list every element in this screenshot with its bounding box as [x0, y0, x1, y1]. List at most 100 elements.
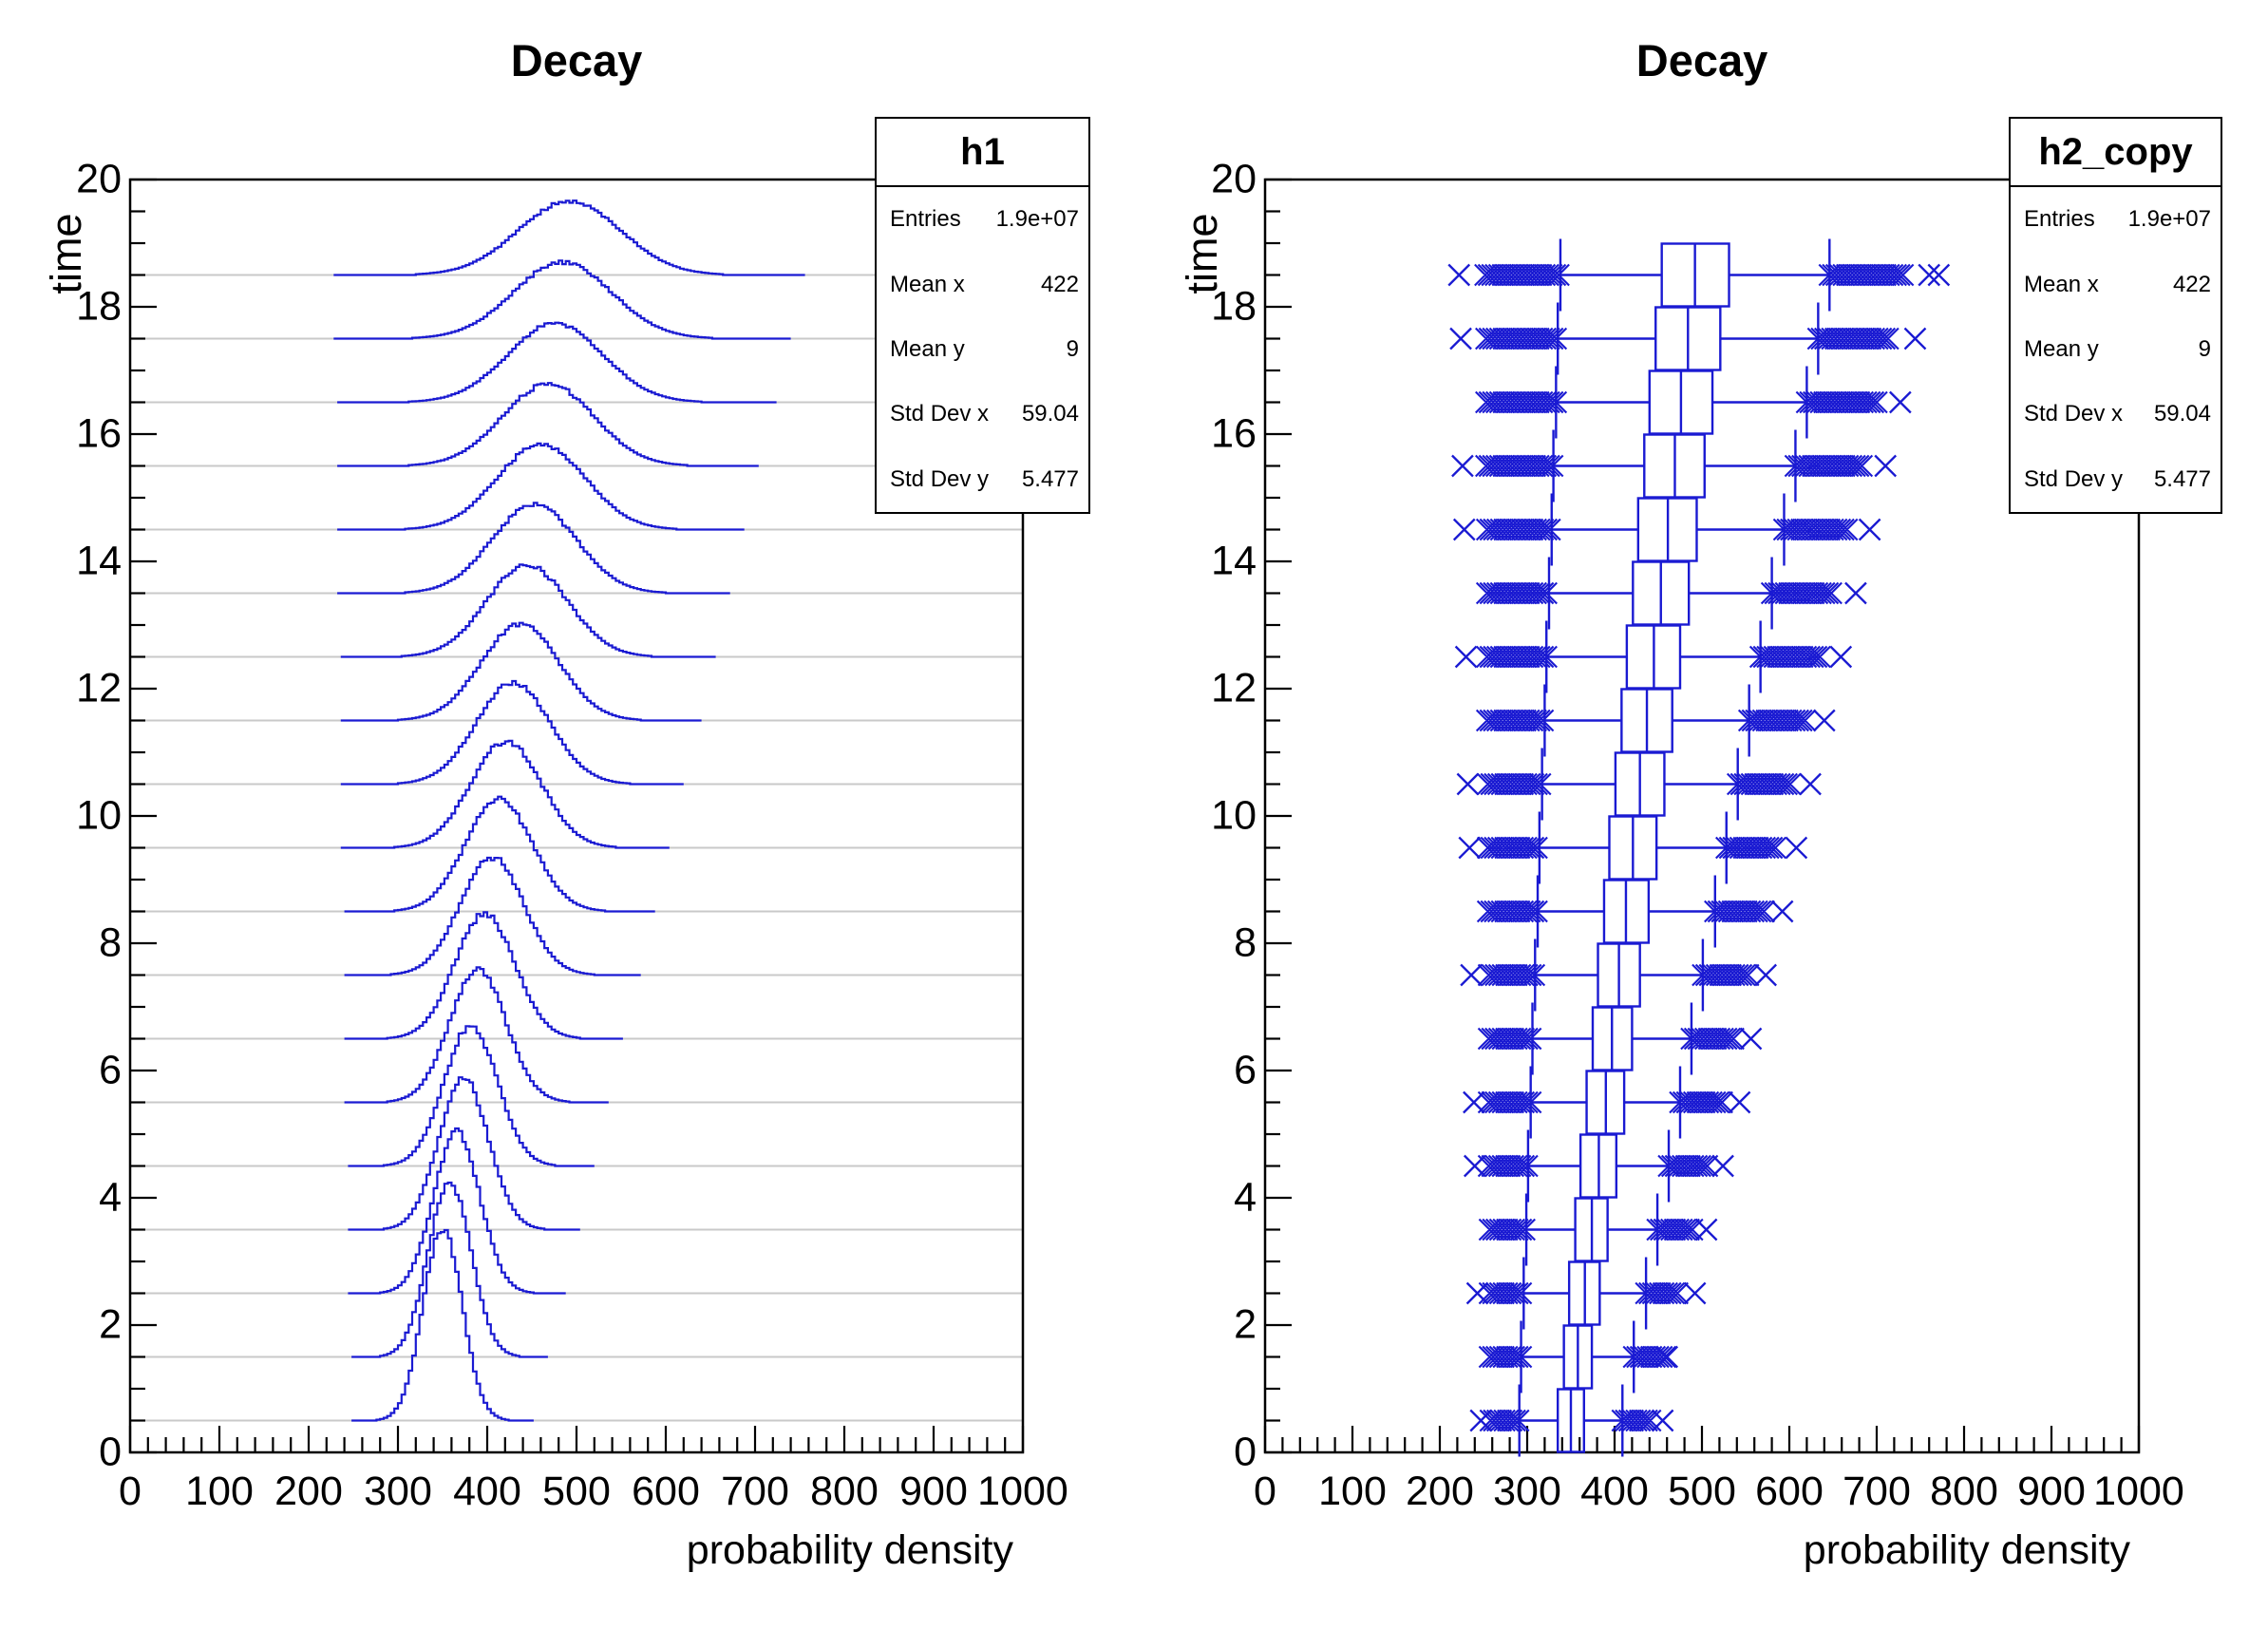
ridgeline-row — [351, 1181, 548, 1358]
stat-label: Std Dev x — [890, 401, 990, 427]
stat-value: 9 — [2198, 336, 2211, 363]
stat-label: Mean y — [890, 336, 965, 363]
outlier-band — [1477, 1154, 1719, 1178]
ridgeline-row — [348, 1025, 595, 1167]
box-row — [1475, 684, 1836, 757]
ridgeline-row — [344, 856, 641, 976]
far-outlier-markers — [1844, 581, 1867, 605]
stats-title: h1 — [877, 119, 1088, 187]
y-tick-label: 0 — [99, 1429, 122, 1475]
ridgeline-row — [337, 321, 777, 404]
stat-label: Entries — [890, 206, 961, 233]
x-tick-label: 200 — [274, 1469, 343, 1514]
outlier-band — [1476, 900, 1776, 923]
box-row — [1447, 238, 1951, 312]
ridgeline-row — [337, 442, 745, 531]
box-row — [1456, 748, 1822, 821]
box-row — [1475, 557, 1867, 630]
y-tick-label: 12 — [76, 665, 122, 711]
far-outlier-markers — [1456, 772, 1822, 796]
y-tick-label: 4 — [99, 1174, 122, 1221]
outlier-band — [1475, 390, 1888, 414]
box-row — [1452, 493, 1881, 566]
stat-row: Mean y 9 — [890, 317, 1079, 382]
stats-rows: Entries 1.9e+07 Mean x 422 Mean y 9 Std Dev x 5… — [877, 187, 1088, 512]
box-row — [1465, 1257, 1707, 1330]
far-outlier-markers — [1454, 645, 1853, 669]
stat-value: 59.04 — [2153, 401, 2211, 427]
ridgeline-row — [333, 259, 791, 340]
stat-value: 59.04 — [1021, 401, 1079, 427]
box-row — [1476, 875, 1794, 948]
stat-value: 1.9e+07 — [2127, 206, 2211, 233]
outlier-band — [1477, 963, 1760, 987]
left-plot-title: Decay — [510, 35, 643, 85]
ridgeline-row — [333, 199, 805, 276]
far-outlier-markers — [1463, 1090, 1751, 1114]
y-tick-label: 18 — [1211, 283, 1257, 330]
outlier-band — [1478, 1281, 1689, 1305]
stat-label: Std Dev y — [2024, 465, 2124, 492]
far-outlier-markers — [1460, 963, 1777, 987]
x-tick-label: 300 — [364, 1469, 432, 1514]
outlier-band — [1477, 1027, 1745, 1051]
y-tick-label: 20 — [1211, 156, 1257, 202]
x-tick-label: 400 — [1580, 1469, 1649, 1514]
candle-plot — [1447, 238, 1951, 1457]
ridgeline-row — [340, 563, 716, 658]
ridgeline-row — [344, 911, 623, 1040]
x-tick-label: 500 — [1668, 1469, 1736, 1514]
axis-ticks — [128, 178, 1025, 1454]
y-tick-label: 10 — [76, 792, 122, 839]
ridgeline-row — [344, 966, 609, 1104]
outlier-band — [1476, 836, 1787, 860]
box-row — [1469, 1384, 1674, 1457]
far-outlier-markers — [1889, 390, 1912, 414]
far-outlier-markers — [1463, 1154, 1734, 1178]
stat-row: Entries 1.9e+07 — [2024, 187, 2211, 252]
outlier-band — [1475, 645, 1831, 669]
y-tick-label: 2 — [1234, 1301, 1257, 1348]
right-panel — [1263, 178, 2141, 1457]
stat-value: 422 — [2172, 271, 2211, 297]
far-outlier-markers — [1812, 709, 1836, 732]
ridgeline-row — [337, 382, 759, 467]
x-tick-label: 800 — [1930, 1469, 1998, 1514]
x-tick-label: 0 — [119, 1469, 142, 1514]
x-tick-label: 600 — [632, 1469, 700, 1514]
right-x-axis-title: probability density — [1803, 1527, 2130, 1573]
left-x-axis-title: probability density — [686, 1527, 1013, 1573]
x-tick-label: 700 — [721, 1469, 789, 1514]
far-outlier-markers — [1451, 454, 1898, 478]
box-row — [1449, 302, 1927, 375]
stat-value: 9 — [1066, 336, 1079, 363]
x-tick-label: 400 — [453, 1469, 521, 1514]
far-outlier-markers — [1452, 518, 1881, 541]
x-tick-label: 700 — [1843, 1469, 1911, 1514]
outlier-band — [1478, 1345, 1677, 1369]
y-tick-label: 20 — [76, 156, 122, 202]
ridgeline-row — [340, 679, 684, 786]
stat-value: 5.477 — [1021, 465, 1079, 492]
y-tick-label: 0 — [1234, 1429, 1257, 1475]
stat-row: Mean y 9 — [2024, 317, 2211, 382]
stat-label: Std Dev y — [890, 465, 990, 492]
stat-row: Entries 1.9e+07 — [890, 187, 1079, 252]
box-row — [1478, 1193, 1718, 1266]
right-stats-box: h2_copy Entries 1.9e+07 Mean x 422 Mean y 9 St… — [2009, 117, 2222, 514]
far-outlier-markers — [1770, 900, 1794, 923]
outlier-band — [1475, 454, 1874, 478]
ridgeline-row — [337, 502, 730, 595]
stat-row: Std Dev x 59.04 — [2024, 382, 2211, 446]
stat-label: Mean x — [2024, 271, 2099, 297]
right-plot-title: Decay — [1635, 35, 1768, 85]
stat-label: Mean y — [2024, 336, 2099, 363]
x-tick-label: 1000 — [977, 1469, 1068, 1514]
box-row — [1451, 429, 1898, 502]
y-tick-label: 8 — [1234, 919, 1257, 966]
stats-title: h2_copy — [2011, 119, 2221, 187]
ridgeline-row — [348, 1127, 566, 1295]
x-tick-label: 200 — [1406, 1469, 1474, 1514]
far-outlier-markers — [1458, 836, 1808, 860]
